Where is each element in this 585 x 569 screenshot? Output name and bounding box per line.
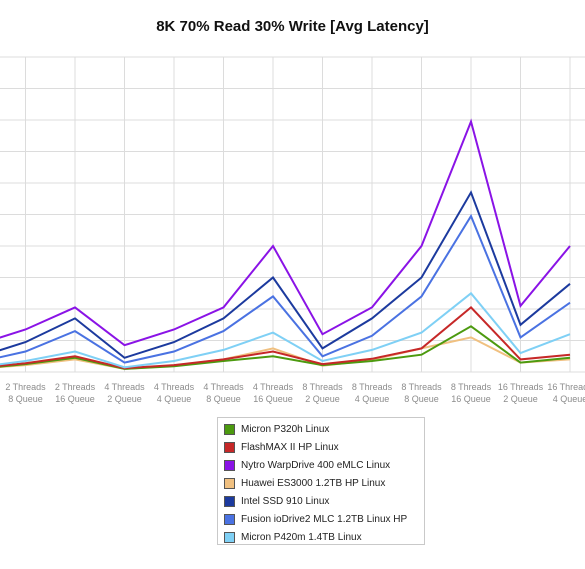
legend-item: Intel SSD 910 Linux <box>224 492 418 510</box>
legend-item: FlashMAX II HP Linux <box>224 438 418 456</box>
series-lines <box>0 118 571 370</box>
legend-swatch <box>224 459 235 471</box>
x-tick-label: 4 Threads 4 Queue <box>154 382 195 404</box>
legend-label: Intel SSD 910 Linux <box>241 495 330 507</box>
legend-item: Nytro WarpDrive 400 eMLC Linux <box>224 456 418 474</box>
x-tick-label: 4 Threads 8 Queue <box>203 382 244 404</box>
chart-legend: Micron P320h Linux FlashMAX II HP Linux Ny… <box>217 417 425 545</box>
legend-label: FlashMAX II HP Linux <box>241 441 339 453</box>
series-line <box>0 306 571 370</box>
series-line <box>0 213 571 364</box>
x-tick-label: 2 Threads 16 Queue <box>55 382 96 404</box>
legend-item: Fusion ioDrive2 MLC 1.2TB Linux HP <box>224 510 418 528</box>
x-tick-label: 8 Threads 2 Queue <box>302 382 343 404</box>
series-line <box>0 336 571 370</box>
series-line <box>0 291 571 369</box>
legend-label: Micron P320h Linux <box>241 423 330 435</box>
x-tick-label: 8 Threads 4 Queue <box>352 382 393 404</box>
legend-item: Micron P320h Linux <box>224 420 418 438</box>
legend-label: Micron P420m 1.4TB Linux <box>241 531 362 543</box>
legend-item: Huawei ES3000 1.2TB HP Linux <box>224 474 418 492</box>
legend-swatch <box>224 423 235 435</box>
legend-label: Fusion ioDrive2 MLC 1.2TB Linux HP <box>241 513 408 525</box>
legend-label: Huawei ES3000 1.2TB HP Linux <box>241 477 386 489</box>
x-tick-label: 2 Threads 8 Queue <box>5 382 46 404</box>
legend-swatch <box>224 495 235 507</box>
legend-label: Nytro WarpDrive 400 eMLC Linux <box>241 459 391 471</box>
x-tick-label: 4 Threads 16 Queue <box>253 382 294 404</box>
series-line <box>0 118 571 347</box>
legend-swatch <box>224 441 235 453</box>
legend-swatch <box>224 477 235 489</box>
x-tick-label: 16 Threads 2 Queue <box>498 382 544 404</box>
series-line <box>0 325 571 370</box>
chart-title: 8K 70% Read 30% Write [Avg Latency] <box>156 18 429 35</box>
legend-swatch <box>224 531 235 543</box>
x-tick-label: 8 Threads 16 Queue <box>451 382 492 404</box>
x-tick-label: 8 Threads 8 Queue <box>401 382 442 404</box>
legend-swatch <box>224 513 235 525</box>
x-tick-label: 4 Threads 2 Queue <box>104 382 145 404</box>
series-line <box>0 190 571 359</box>
legend-item: Micron P420m 1.4TB Linux <box>224 528 418 546</box>
